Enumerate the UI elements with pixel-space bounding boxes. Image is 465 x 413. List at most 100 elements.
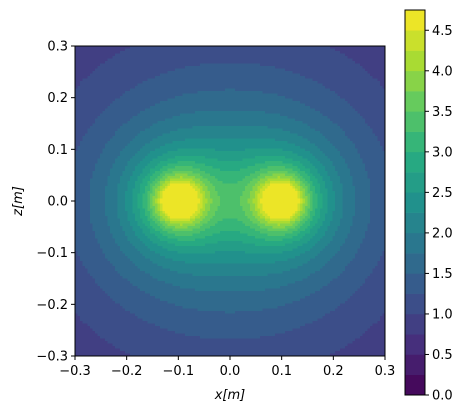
- contour-cell: [297, 111, 301, 114]
- contour-cell: [300, 93, 303, 97]
- contour-cell: [175, 63, 178, 67]
- contour-cell: [122, 66, 126, 69]
- contour-cell: [305, 88, 308, 92]
- contour-cell: [265, 68, 268, 72]
- contour-cell: [197, 123, 201, 127]
- contour-cell: [227, 51, 231, 54]
- contour-cell: [340, 98, 343, 102]
- contour-cell: [110, 46, 113, 49]
- contour-cell: [240, 91, 243, 94]
- contour-cell: [377, 61, 381, 64]
- contour-cell: [267, 116, 271, 119]
- contour-cell: [175, 98, 178, 102]
- contour-cell: [255, 118, 258, 122]
- contour-cell: [300, 98, 303, 102]
- contour-cell: [102, 83, 106, 87]
- contour-cell: [257, 133, 261, 137]
- contour-cell: [120, 108, 123, 112]
- contour-cell: [192, 116, 196, 119]
- contour-cell: [250, 86, 253, 89]
- contour-cell: [380, 46, 383, 49]
- contour-cell: [227, 108, 231, 112]
- contour-cell: [180, 88, 183, 92]
- contour-cell: [267, 98, 271, 102]
- contour-cell: [190, 61, 193, 64]
- contour-cell: [255, 93, 258, 97]
- contour-cell: [140, 66, 143, 69]
- contour-cell: [75, 93, 78, 97]
- contour-cell: [187, 83, 191, 87]
- contour-cell: [310, 91, 313, 94]
- contour-cell: [180, 138, 183, 142]
- contour-cell: [202, 123, 206, 127]
- contour-cell: [345, 128, 348, 132]
- contour-cell: [370, 111, 373, 114]
- contour-cell: [350, 51, 353, 54]
- contour-cell: [175, 78, 178, 82]
- contour-cell: [380, 123, 383, 127]
- contour-cell: [217, 128, 221, 132]
- contour-cell: [275, 61, 278, 64]
- contour-cell: [142, 66, 146, 69]
- contour-cell: [80, 111, 83, 114]
- contour-cell: [380, 106, 383, 109]
- contour-cell: [225, 118, 228, 122]
- contour-cell: [247, 71, 251, 74]
- contour-cell: [122, 51, 126, 54]
- contour-cell: [175, 128, 178, 132]
- contour-cell: [365, 81, 368, 84]
- contour-cell: [200, 103, 203, 107]
- contour-cell: [365, 56, 368, 59]
- contour-cell: [302, 91, 306, 94]
- contour-cell: [125, 76, 128, 79]
- contour-cell: [335, 91, 338, 94]
- contour-cell: [192, 111, 196, 114]
- contour-cell: [167, 71, 171, 74]
- contour-cell: [257, 96, 261, 99]
- contour-cell: [350, 66, 353, 69]
- contour-cell: [285, 83, 288, 87]
- contour-cell: [365, 103, 368, 107]
- contour-cell: [102, 88, 106, 92]
- contour-cell: [80, 131, 83, 134]
- contour-cell: [300, 111, 303, 114]
- contour-cell: [192, 91, 196, 94]
- contour-cell: [295, 83, 298, 87]
- contour-cell: [90, 73, 93, 77]
- contour-cell: [325, 141, 328, 144]
- contour-cell: [127, 78, 131, 82]
- contour-cell: [360, 103, 363, 107]
- contour-cell: [177, 73, 181, 77]
- contour-cell: [215, 63, 218, 67]
- contour-cell: [342, 73, 346, 77]
- contour-cell: [337, 93, 341, 97]
- contour-cell: [282, 121, 286, 124]
- contour-cell: [177, 98, 181, 102]
- contour-cell: [307, 73, 311, 77]
- contour-cell: [92, 78, 96, 82]
- contour-cell: [210, 116, 213, 119]
- contour-cell: [342, 116, 346, 119]
- contour-cell: [177, 108, 181, 112]
- contour-cell: [212, 131, 216, 134]
- contour-cell: [187, 143, 191, 147]
- contour-cell: [320, 66, 323, 69]
- contour-cell: [355, 58, 358, 62]
- contour-cell: [145, 81, 148, 84]
- contour-cell: [307, 83, 311, 87]
- contour-cell: [375, 138, 378, 142]
- contour-cell: [117, 131, 121, 134]
- contour-cell: [222, 126, 226, 129]
- contour-cell: [97, 93, 101, 97]
- contour-cell: [112, 121, 116, 124]
- contour-cell: [82, 103, 86, 107]
- contour-cell: [380, 73, 383, 77]
- contour-cell: [180, 121, 183, 124]
- contour-cell: [297, 48, 301, 52]
- contour-cell: [262, 51, 266, 54]
- contour-cell: [225, 68, 228, 72]
- contour-cell: [255, 138, 258, 142]
- contour-cell: [282, 133, 286, 137]
- contour-cell: [82, 108, 86, 112]
- contour-cell: [282, 93, 286, 97]
